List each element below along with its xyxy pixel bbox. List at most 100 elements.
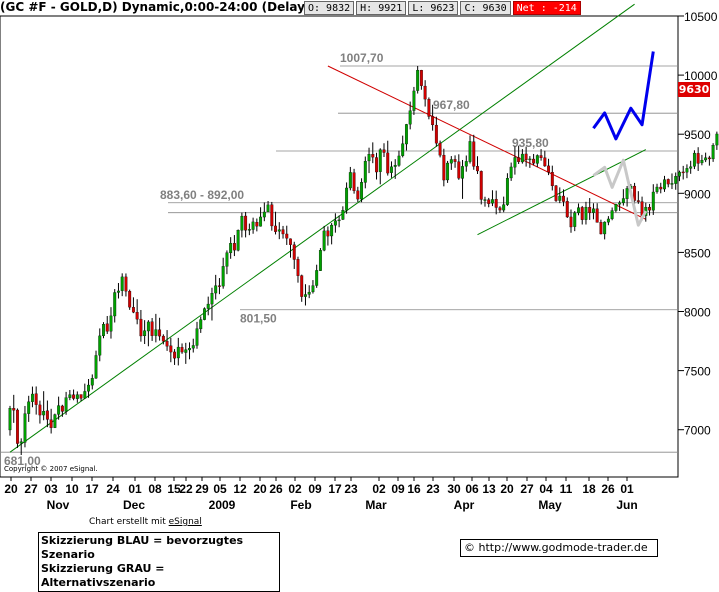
candle-body — [472, 141, 476, 167]
candle-body — [401, 143, 405, 156]
candle-body — [57, 405, 61, 415]
month-label: Dec — [123, 498, 145, 512]
candle-body — [689, 166, 693, 169]
candle-body — [360, 182, 364, 200]
candle-body — [64, 397, 68, 412]
quote-bar: O: 9832 H: 9921 L: 9623 C: 9630 Net : -2… — [304, 1, 583, 15]
high-value: H: 9921 — [356, 1, 407, 15]
candle-body — [322, 230, 326, 251]
candle-body — [408, 110, 412, 125]
candle-body — [479, 171, 483, 200]
candle-body — [19, 441, 23, 444]
candle-body — [513, 157, 517, 168]
level-label: 935,80 — [512, 136, 549, 150]
candle-body — [636, 200, 640, 202]
date-tick-label: 12 — [233, 482, 247, 496]
candle-body — [678, 171, 681, 177]
candle-body — [135, 312, 139, 320]
credit-prefix: Chart erstellt mit — [89, 517, 169, 527]
candle-body — [259, 216, 263, 227]
candle-body — [498, 207, 502, 211]
month-label: 2009 — [209, 498, 236, 512]
candle-body — [577, 207, 580, 214]
candle-body — [191, 345, 195, 349]
candle-body — [580, 207, 584, 220]
candle-body — [79, 394, 83, 399]
candle-body — [666, 179, 670, 185]
date-tick-label: 04 — [539, 482, 553, 496]
candle-body — [700, 160, 704, 164]
date-tick-label: 17 — [85, 482, 99, 496]
candle-body — [165, 341, 169, 347]
candle-body — [75, 394, 79, 399]
candle-body — [124, 276, 128, 292]
chart-title: (GC #F - GOLD,D) Dynamic,0:00-24:00 (Del… — [0, 0, 328, 14]
legend-grey: Skizzierung GRAU = Alternativszenario — [41, 562, 165, 589]
scenario-legend: Skizzierung BLAU = bevorzugtes Szenario … — [38, 532, 280, 592]
candle-body — [16, 409, 19, 444]
candle-body — [390, 166, 393, 173]
candle-body — [109, 315, 113, 332]
candle-body — [285, 233, 289, 239]
candle-body — [487, 199, 491, 204]
trendline — [9, 3, 635, 453]
month-label: Apr — [454, 498, 475, 512]
candle-body — [393, 165, 397, 167]
date-tick-label: 16 — [407, 482, 421, 496]
scenario-blue — [592, 51, 655, 141]
candle-body — [386, 152, 390, 174]
price-tick-label: 7500 — [684, 365, 711, 379]
date-tick-label: 26 — [601, 482, 615, 496]
date-tick-label: 06 — [465, 482, 479, 496]
candle-body — [442, 154, 446, 181]
trendline — [327, 65, 647, 220]
candle-body — [333, 220, 337, 226]
candle-body — [128, 291, 132, 308]
candle-body — [696, 153, 700, 164]
level-label: 1007,70 — [340, 51, 384, 65]
candle-body — [509, 166, 513, 179]
date-tick-label: 09 — [391, 482, 405, 496]
candle-body — [651, 191, 655, 211]
candle-body — [27, 401, 31, 414]
date-tick-label: 02 — [372, 482, 386, 496]
date-tick-label: 15 — [167, 482, 181, 496]
date-tick-label: 26 — [269, 482, 283, 496]
candle-body — [655, 186, 659, 192]
candle-body — [356, 190, 360, 200]
candle-body — [337, 219, 341, 222]
esignal-link[interactable]: eSignal — [168, 517, 202, 527]
last-price-tag: 9630 — [678, 82, 710, 97]
date-tick-label: 22 — [179, 482, 193, 496]
candle-body — [550, 171, 554, 187]
candle-body — [42, 411, 46, 416]
candle-body — [154, 329, 158, 336]
candle-body — [423, 85, 427, 100]
candle-body — [461, 166, 464, 179]
candle-body — [232, 243, 236, 251]
month-label: Jun — [616, 498, 637, 512]
month-label: Mar — [365, 498, 387, 512]
candle-body — [34, 393, 38, 405]
candle-body — [715, 133, 719, 146]
close-value: C: 9630 — [460, 1, 511, 15]
date-tick-label: 27 — [520, 482, 534, 496]
low-value: L: 9623 — [408, 1, 459, 15]
candle-body — [375, 157, 378, 173]
candle-body — [315, 270, 319, 286]
candle-body — [685, 168, 689, 173]
date-tick-label: 03 — [44, 482, 58, 496]
candle-body — [625, 188, 629, 199]
date-tick-label: 18 — [582, 482, 596, 496]
date-tick-label: 11 — [560, 482, 573, 496]
price-tick-label: 9500 — [684, 128, 711, 142]
candle-body — [704, 157, 708, 161]
candle-body — [633, 185, 637, 201]
date-tick-label: 10 — [65, 482, 79, 496]
candle-body — [502, 204, 506, 211]
candle-body — [143, 330, 147, 337]
candle-body — [217, 285, 221, 287]
price-tick-label: 7000 — [684, 424, 711, 438]
candle-body — [90, 378, 94, 386]
source-url[interactable]: © http://www.godmode-trader.de — [460, 539, 658, 557]
